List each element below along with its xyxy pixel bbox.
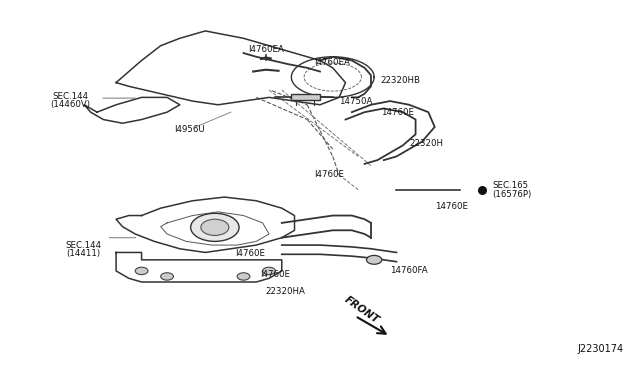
Text: 22320H: 22320H: [409, 139, 444, 148]
Text: 22320HA: 22320HA: [265, 287, 305, 296]
Text: 22320HB: 22320HB: [381, 76, 420, 85]
Text: SEC.144: SEC.144: [52, 92, 88, 101]
Text: I4760E: I4760E: [314, 170, 344, 179]
Circle shape: [191, 213, 239, 241]
Text: I4760EA: I4760EA: [314, 58, 349, 67]
Text: FRONT: FRONT: [342, 295, 381, 326]
Bar: [291, 94, 320, 100]
Text: SEC.144: SEC.144: [65, 241, 101, 250]
Text: 14760FA: 14760FA: [390, 266, 428, 275]
Text: I4760E: I4760E: [260, 270, 291, 279]
Text: (16576P): (16576P): [492, 190, 531, 199]
Text: (14460V): (14460V): [50, 100, 90, 109]
Text: (14411): (14411): [66, 249, 100, 258]
Text: I4760EA: I4760EA: [248, 45, 284, 54]
Point: [477, 187, 488, 193]
Circle shape: [161, 273, 173, 280]
Circle shape: [262, 267, 275, 275]
Text: I4760E: I4760E: [235, 249, 265, 258]
Text: 14750A: 14750A: [339, 97, 372, 106]
Text: I4956U: I4956U: [174, 125, 205, 134]
Circle shape: [237, 273, 250, 280]
Text: SEC.165: SEC.165: [492, 182, 528, 190]
Circle shape: [135, 267, 148, 275]
Circle shape: [367, 256, 382, 264]
Text: 14760E: 14760E: [381, 108, 413, 117]
Circle shape: [201, 219, 229, 235]
Text: 14760E: 14760E: [435, 202, 468, 211]
Text: J2230174: J2230174: [577, 344, 623, 354]
